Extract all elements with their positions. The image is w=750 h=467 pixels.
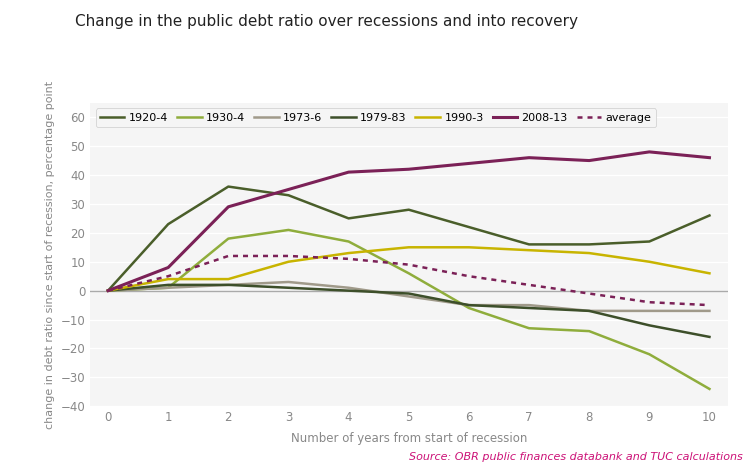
average — [705, 302, 714, 308]
1920-4 — [524, 241, 533, 247]
1973-6 — [164, 285, 172, 290]
2008-13 — [404, 166, 413, 172]
Line: 1920-4: 1920-4 — [108, 187, 710, 290]
1990-3 — [104, 288, 112, 293]
1973-6 — [224, 282, 232, 288]
1990-3 — [164, 276, 172, 282]
1930-4 — [705, 386, 714, 392]
1930-4 — [344, 239, 353, 244]
average — [284, 253, 293, 259]
2008-13 — [284, 187, 293, 192]
1920-4 — [705, 212, 714, 218]
1973-6 — [284, 279, 293, 285]
1990-3 — [404, 245, 413, 250]
1979-83 — [705, 334, 714, 340]
1930-4 — [104, 288, 112, 293]
2008-13 — [585, 158, 594, 163]
1920-4 — [585, 241, 594, 247]
average — [404, 262, 413, 268]
1920-4 — [284, 192, 293, 198]
1973-6 — [645, 308, 654, 314]
Line: average: average — [108, 256, 710, 305]
1979-83 — [344, 288, 353, 293]
1920-4 — [224, 184, 232, 190]
average — [104, 288, 112, 293]
1990-3 — [585, 250, 594, 256]
1920-4 — [164, 221, 172, 227]
2008-13 — [705, 155, 714, 161]
Y-axis label: change in debt ratio since start of recession, percentage point: change in debt ratio since start of rece… — [45, 80, 55, 429]
1990-3 — [645, 259, 654, 264]
1990-3 — [284, 259, 293, 264]
2008-13 — [164, 265, 172, 270]
1930-4 — [164, 285, 172, 290]
2008-13 — [224, 204, 232, 210]
1930-4 — [404, 270, 413, 276]
1973-6 — [705, 308, 714, 314]
1979-83 — [645, 323, 654, 328]
average — [464, 273, 473, 279]
1920-4 — [404, 207, 413, 212]
1930-4 — [645, 352, 654, 357]
1979-83 — [164, 282, 172, 288]
1973-6 — [585, 308, 594, 314]
1979-83 — [585, 308, 594, 314]
1930-4 — [284, 227, 293, 233]
1990-3 — [705, 270, 714, 276]
1930-4 — [585, 328, 594, 334]
average — [645, 299, 654, 305]
1920-4 — [645, 239, 654, 244]
Line: 1979-83: 1979-83 — [108, 285, 710, 337]
X-axis label: Number of years from start of recession: Number of years from start of recession — [290, 432, 527, 446]
average — [585, 291, 594, 297]
1979-83 — [404, 291, 413, 297]
1990-3 — [344, 250, 353, 256]
1979-83 — [524, 305, 533, 311]
1979-83 — [104, 288, 112, 293]
1973-6 — [404, 294, 413, 299]
Legend: 1920-4, 1930-4, 1973-6, 1979-83, 1990-3, 2008-13, average: 1920-4, 1930-4, 1973-6, 1979-83, 1990-3,… — [95, 108, 656, 127]
2008-13 — [344, 170, 353, 175]
Line: 1973-6: 1973-6 — [108, 282, 710, 311]
Line: 2008-13: 2008-13 — [108, 152, 710, 290]
average — [224, 253, 232, 259]
Text: Change in the public debt ratio over recessions and into recovery: Change in the public debt ratio over rec… — [75, 14, 578, 29]
1973-6 — [524, 302, 533, 308]
1990-3 — [224, 276, 232, 282]
1973-6 — [464, 302, 473, 308]
Line: 1990-3: 1990-3 — [108, 248, 710, 290]
2008-13 — [104, 288, 112, 293]
1920-4 — [104, 288, 112, 293]
2008-13 — [645, 149, 654, 155]
1979-83 — [464, 302, 473, 308]
1930-4 — [524, 325, 533, 331]
2008-13 — [524, 155, 533, 161]
1920-4 — [464, 224, 473, 230]
Line: 1930-4: 1930-4 — [108, 230, 710, 389]
average — [344, 256, 353, 262]
1973-6 — [344, 285, 353, 290]
1979-83 — [284, 285, 293, 290]
average — [524, 282, 533, 288]
1979-83 — [224, 282, 232, 288]
average — [164, 273, 172, 279]
1920-4 — [344, 216, 353, 221]
1930-4 — [464, 305, 473, 311]
1973-6 — [104, 288, 112, 293]
1990-3 — [464, 245, 473, 250]
2008-13 — [464, 161, 473, 166]
1990-3 — [524, 248, 533, 253]
Text: Source: OBR public finances databank and TUC calculations: Source: OBR public finances databank and… — [409, 453, 742, 462]
1930-4 — [224, 236, 232, 241]
